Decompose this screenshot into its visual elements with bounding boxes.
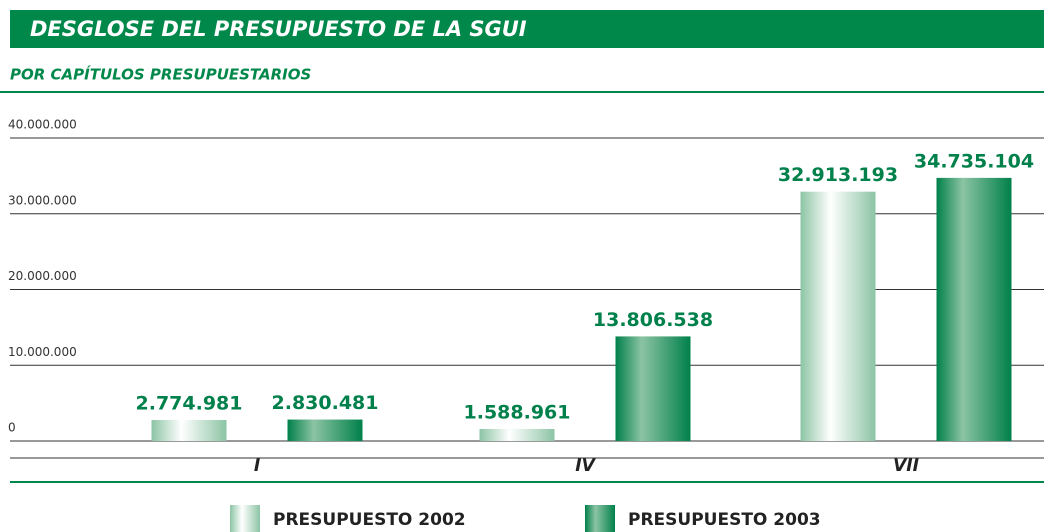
data-label: 2.774.981 <box>136 392 243 414</box>
legend-swatch <box>585 505 615 532</box>
y-tick-label: 20.000.000 <box>8 269 77 283</box>
y-tick-label: 0 <box>8 421 16 435</box>
legend-label: PRESUPUESTO 2002 <box>273 510 466 530</box>
bar <box>151 419 227 441</box>
bar <box>287 419 363 441</box>
data-label: 32.913.193 <box>778 164 898 186</box>
chart-subtitle: POR CAPÍTULOS PRESUPUESTARIOS <box>10 65 311 84</box>
bar <box>479 428 555 441</box>
bar <box>800 191 876 441</box>
data-label: 2.830.481 <box>272 392 379 414</box>
data-label: 1.588.961 <box>464 401 571 423</box>
x-tick-label: VII <box>893 456 919 476</box>
y-tick-label: 40.000.000 <box>8 118 77 132</box>
legend-label: PRESUPUESTO 2003 <box>628 510 821 530</box>
bar <box>615 336 691 441</box>
bar <box>936 177 1012 441</box>
chart-title: DESGLOSE DEL PRESUPUESTO DE LA SGUI <box>30 17 527 41</box>
x-tick-label: IV <box>575 456 596 476</box>
x-tick-label: I <box>254 456 260 476</box>
title-bar <box>10 10 1044 48</box>
legend-swatch <box>230 505 260 532</box>
y-tick-label: 30.000.000 <box>8 193 77 207</box>
data-label: 13.806.538 <box>593 309 713 331</box>
data-label: 34.735.104 <box>914 150 1034 172</box>
y-tick-label: 10.000.000 <box>8 345 77 359</box>
